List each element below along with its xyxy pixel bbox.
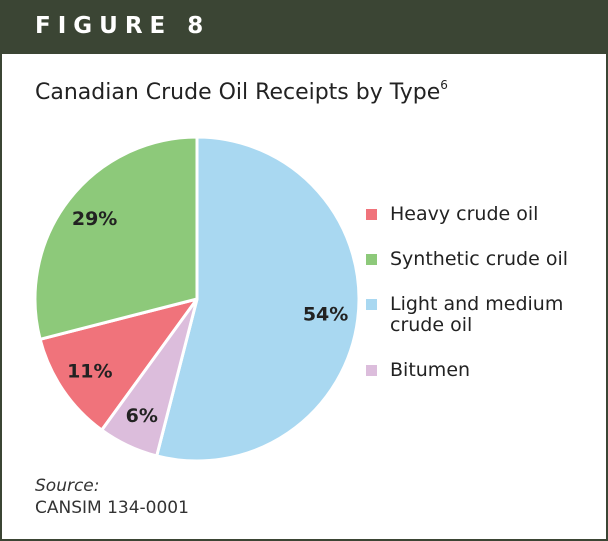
legend-swatch: [366, 299, 377, 310]
legend-label: Bitumen: [390, 359, 471, 381]
figure-label: FIGURE 8: [35, 13, 211, 39]
figure-header: FIGURE 8: [2, 2, 606, 54]
source-label: Source:: [35, 476, 100, 496]
slice-label: 11%: [67, 360, 112, 382]
slice-label: 6%: [126, 405, 158, 427]
pie-slice: [33, 135, 199, 342]
legend-swatch: [366, 365, 377, 376]
slice-label: 29%: [72, 208, 117, 230]
legend-item: Bitumen: [366, 360, 586, 381]
pie-slice: [38, 296, 201, 433]
source: Source: CANSIM 134-0001: [35, 475, 189, 519]
pie-slice: [154, 135, 361, 463]
legend-item: Heavy crude oil: [366, 204, 586, 225]
legend-swatch: [366, 254, 377, 265]
legend-label: Synthetic crude oil: [390, 248, 569, 270]
source-text: CANSIM 134-0001: [35, 498, 189, 518]
footnote-mark: 6: [440, 78, 448, 92]
chart-title-wrap: Canadian Crude Oil Receipts by Type6: [35, 78, 448, 105]
chart-title: Canadian Crude Oil Receipts by Type: [35, 80, 441, 105]
legend-item: Synthetic crude oil: [366, 249, 586, 270]
legend-swatch: [366, 209, 377, 220]
legend: Heavy crude oil Synthetic crude oil Light …: [366, 204, 586, 405]
legend-item: Light and medium crude oil: [366, 294, 586, 336]
pie-slice: [99, 298, 199, 458]
slice-label: 54%: [303, 304, 348, 326]
legend-label: Light and medium crude oil: [390, 293, 564, 336]
legend-label: Heavy crude oil: [390, 203, 539, 225]
